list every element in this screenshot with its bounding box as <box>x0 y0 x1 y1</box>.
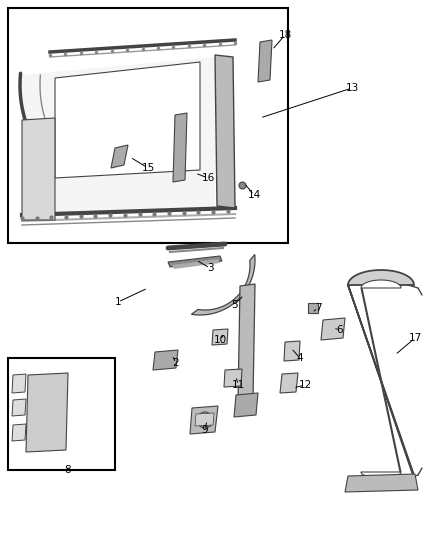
Polygon shape <box>284 341 300 361</box>
Polygon shape <box>172 259 220 269</box>
Polygon shape <box>12 374 26 393</box>
Polygon shape <box>321 318 345 340</box>
Polygon shape <box>238 284 255 402</box>
Polygon shape <box>22 118 55 220</box>
Text: 1: 1 <box>115 297 121 307</box>
Polygon shape <box>224 369 242 387</box>
Text: 5: 5 <box>231 300 237 310</box>
Polygon shape <box>173 113 187 182</box>
Text: 7: 7 <box>314 303 321 313</box>
Polygon shape <box>280 373 298 393</box>
Circle shape <box>197 412 213 428</box>
Polygon shape <box>190 406 218 434</box>
Polygon shape <box>215 55 235 208</box>
Text: 2: 2 <box>173 358 179 368</box>
Polygon shape <box>12 424 26 441</box>
Polygon shape <box>26 373 68 452</box>
Polygon shape <box>345 474 418 492</box>
Polygon shape <box>348 270 415 490</box>
Text: 4: 4 <box>297 353 303 363</box>
Text: 13: 13 <box>346 83 359 93</box>
Polygon shape <box>168 256 222 267</box>
Text: 3: 3 <box>207 263 213 273</box>
Text: 11: 11 <box>231 380 245 390</box>
Bar <box>8 358 115 470</box>
Polygon shape <box>55 62 200 178</box>
Bar <box>8 8 288 243</box>
Text: 6: 6 <box>337 325 343 335</box>
Text: 18: 18 <box>279 30 292 40</box>
Polygon shape <box>153 350 178 370</box>
Text: 10: 10 <box>213 335 226 345</box>
Polygon shape <box>191 255 255 315</box>
Polygon shape <box>361 280 401 478</box>
Text: 9: 9 <box>201 425 208 435</box>
Polygon shape <box>12 399 26 416</box>
Polygon shape <box>212 329 228 345</box>
Text: 12: 12 <box>298 380 311 390</box>
Polygon shape <box>258 40 272 82</box>
Text: 15: 15 <box>141 163 155 173</box>
Polygon shape <box>111 145 128 168</box>
Text: 17: 17 <box>408 333 422 343</box>
Text: 14: 14 <box>247 190 261 200</box>
Polygon shape <box>195 413 214 426</box>
Polygon shape <box>22 57 215 220</box>
Polygon shape <box>234 393 258 417</box>
Text: 16: 16 <box>201 173 215 183</box>
Text: 8: 8 <box>65 465 71 475</box>
